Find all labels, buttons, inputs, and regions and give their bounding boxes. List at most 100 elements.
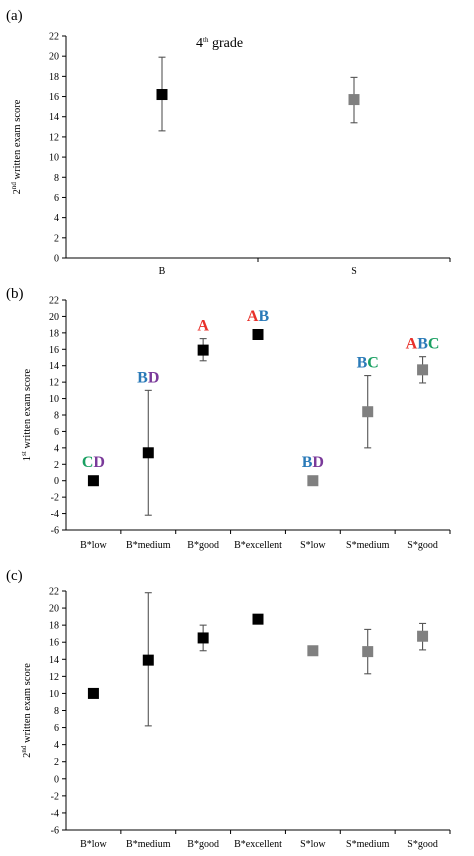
significance-letter: B: [357, 355, 368, 372]
x-category-label: B*excellent: [234, 839, 282, 850]
y-tick-label: 14: [49, 112, 59, 123]
x-category-label: S*medium: [346, 540, 390, 551]
chart-title-number: 4: [196, 36, 203, 51]
y-tick-label: 10: [49, 394, 59, 405]
significance-letter: A: [197, 318, 209, 335]
y-tick-label: 4: [54, 740, 59, 751]
y-axis-label-text: written exam score: [12, 99, 23, 182]
significance-letter: C: [82, 454, 94, 471]
y-tick-label: 16: [49, 92, 59, 103]
significance-letter: B: [302, 454, 313, 471]
y-tick-label: -6: [51, 526, 59, 537]
y-tick-label: -2: [51, 493, 59, 504]
significance-label: BD: [137, 369, 159, 386]
y-tick-label: 10: [49, 153, 59, 164]
y-tick-label: 6: [54, 427, 59, 438]
y-tick-label: 18: [49, 328, 59, 339]
significance-letter: A: [406, 336, 418, 353]
y-tick-label: 12: [49, 672, 59, 683]
x-category-label: B*medium: [126, 839, 171, 850]
y-tick-label: 2: [54, 233, 59, 244]
x-category-label: B*medium: [126, 540, 171, 551]
chart-title-suffix: th: [203, 36, 209, 44]
data-point-b: [197, 632, 209, 644]
y-tick-label: 12: [49, 132, 59, 143]
x-category-label: S*good: [407, 540, 438, 551]
y-tick-label: -4: [51, 509, 59, 520]
significance-label: A: [197, 318, 209, 335]
y-tick-label: 16: [49, 638, 59, 649]
x-category-label: S*medium: [346, 839, 390, 850]
y-tick-label: 18: [49, 72, 59, 83]
y-tick-label: -4: [51, 808, 59, 819]
y-axis-label: 2nd written exam score: [20, 663, 33, 758]
significance-letter: C: [428, 336, 440, 353]
data-point-b: [197, 344, 209, 356]
y-tick-label: 4: [54, 213, 59, 224]
significance-label: BC: [357, 355, 379, 372]
y-axis-label-suffix: nd: [20, 745, 28, 753]
y-tick-label: 2: [54, 757, 59, 768]
y-tick-label: 6: [54, 193, 59, 204]
y-tick-label: 14: [49, 361, 59, 372]
data-point-s: [348, 94, 360, 106]
y-tick-label: 18: [49, 621, 59, 632]
data-point-s: [307, 475, 319, 487]
data-point-b: [156, 89, 168, 101]
data-point-b: [87, 687, 99, 699]
significance-letter: C: [367, 355, 379, 372]
x-category-label: B: [159, 266, 166, 277]
y-axis-label-suffix: st: [20, 451, 28, 456]
x-category-label: B*excellent: [234, 540, 282, 551]
y-axis-label: 1st written exam score: [20, 368, 33, 461]
y-tick-label: 20: [49, 312, 59, 323]
y-axis-label-number: 2: [12, 189, 23, 194]
x-category-label: B*low: [80, 839, 107, 850]
y-tick-label: 6: [54, 723, 59, 734]
significance-letter: B: [137, 369, 148, 386]
chart-title-text: grade: [208, 36, 243, 51]
y-tick-label: 0: [54, 254, 59, 265]
y-tick-label: 0: [54, 774, 59, 785]
significance-label: CD: [82, 454, 105, 471]
y-tick-label: 10: [49, 689, 59, 700]
significance-letter: B: [258, 308, 269, 325]
significance-letter: D: [93, 454, 105, 471]
y-tick-label: -2: [51, 791, 59, 802]
panel-label: (b): [6, 286, 24, 302]
y-tick-label: 2: [54, 460, 59, 471]
data-point-s: [307, 645, 319, 657]
data-point-b: [87, 475, 99, 487]
x-category-label: B*low: [80, 540, 107, 551]
significance-letter: A: [247, 308, 259, 325]
x-category-label: B*good: [187, 540, 219, 551]
data-point-s: [362, 646, 374, 658]
significance-label: ABC: [406, 336, 440, 353]
significance-letter: D: [312, 454, 324, 471]
chart-title: 4th grade: [196, 36, 243, 51]
y-tick-label: 20: [49, 604, 59, 615]
y-tick-label: 22: [49, 296, 59, 307]
y-tick-label: 22: [49, 587, 59, 598]
y-axis-label-text: written exam score: [22, 663, 33, 746]
data-point-s: [362, 406, 374, 418]
y-tick-label: 14: [49, 655, 59, 666]
data-point-b: [252, 329, 264, 340]
y-tick-label: 4: [54, 443, 59, 454]
x-category-label: B*good: [187, 839, 219, 850]
significance-label: AB: [247, 308, 270, 325]
chart-panel-3: (c) -6 -4 -2 0 2 4 6 8 10 12 14 16 18 20 22 B*low B*mediu…: [6, 568, 451, 850]
y-tick-label: 0: [54, 476, 59, 487]
significance-label: BD: [302, 454, 324, 471]
significance-letter: B: [417, 336, 428, 353]
y-axis-label-number: 1: [22, 456, 33, 461]
data-point-b: [252, 613, 264, 625]
y-tick-label: 20: [49, 52, 59, 63]
y-tick-label: 8: [54, 411, 59, 422]
y-tick-label: -6: [51, 826, 59, 837]
y-tick-label: 12: [49, 378, 59, 389]
y-axis-label-text: written exam score: [22, 368, 33, 451]
y-axis-label-number: 2: [22, 753, 33, 758]
